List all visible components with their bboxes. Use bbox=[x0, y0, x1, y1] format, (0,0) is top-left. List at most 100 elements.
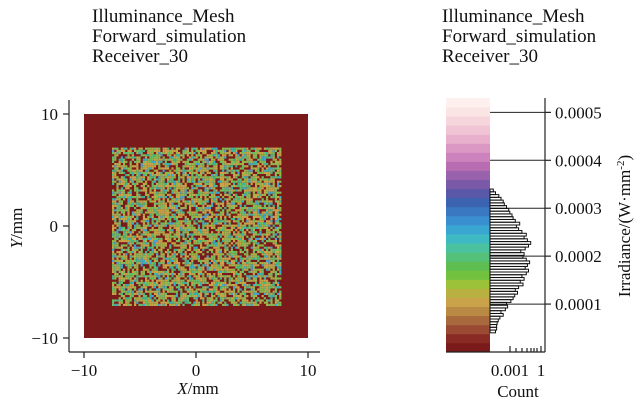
heatmap-cell bbox=[215, 209, 218, 212]
heatmap-cell bbox=[255, 277, 258, 280]
heatmap-cell bbox=[171, 178, 174, 181]
heatmap-cell bbox=[222, 286, 225, 289]
heatmap-cell bbox=[175, 196, 178, 199]
heatmap-cell bbox=[248, 193, 251, 196]
heatmap-cell bbox=[151, 215, 154, 218]
heatmap-cell bbox=[118, 246, 121, 249]
heatmap-cell bbox=[255, 255, 258, 258]
heatmap-cell bbox=[211, 211, 214, 214]
heatmap-cell bbox=[153, 174, 156, 177]
heatmap-cell bbox=[202, 299, 205, 302]
heatmap-cell bbox=[191, 202, 194, 205]
heatmap-cell bbox=[125, 297, 128, 300]
heatmap-cell bbox=[191, 288, 194, 291]
heatmap-cell bbox=[246, 242, 249, 245]
heatmap-cell bbox=[140, 264, 143, 267]
heatmap-cell bbox=[195, 264, 198, 267]
heatmap-cell bbox=[202, 297, 205, 300]
heatmap-cell bbox=[222, 240, 225, 243]
heatmap-cell bbox=[195, 182, 198, 185]
heatmap-cell bbox=[224, 277, 227, 280]
heatmap-cell bbox=[136, 209, 139, 212]
heatmap-cell bbox=[182, 253, 185, 256]
heatmap-cell bbox=[259, 284, 262, 287]
heatmap-cell bbox=[235, 297, 238, 300]
heatmap-cell bbox=[195, 154, 198, 157]
heatmap-cell bbox=[213, 174, 216, 177]
heatmap-cell bbox=[213, 284, 216, 287]
heatmap-cell bbox=[160, 273, 163, 276]
heatmap-cell bbox=[279, 277, 282, 280]
heatmap-cell bbox=[226, 213, 229, 216]
heatmap-cell bbox=[239, 301, 242, 304]
heatmap-cell bbox=[127, 149, 130, 152]
heatmap-cell bbox=[211, 255, 214, 258]
heatmap-cell bbox=[189, 156, 192, 159]
heatmap-cell bbox=[147, 259, 150, 262]
heatmap-cell bbox=[233, 292, 236, 295]
heatmap-cell bbox=[219, 218, 222, 221]
heatmap-cell bbox=[175, 207, 178, 210]
heatmap-cell bbox=[147, 237, 150, 240]
heatmap-cell bbox=[235, 147, 238, 150]
heatmap-cell bbox=[219, 207, 222, 210]
heatmap-cell bbox=[138, 297, 141, 300]
heatmap-cell bbox=[250, 176, 253, 179]
heatmap-cell bbox=[250, 171, 253, 174]
heatmap-cell bbox=[237, 200, 240, 203]
heatmap-cell bbox=[274, 286, 277, 289]
heatmap-cell bbox=[140, 196, 143, 199]
heatmap-cell bbox=[149, 165, 152, 168]
heatmap-cell bbox=[127, 215, 130, 218]
heatmap-cell bbox=[252, 288, 255, 291]
heatmap-cell bbox=[222, 189, 225, 192]
left-y-ticks: 100−10 bbox=[31, 105, 69, 348]
heatmap-cell bbox=[112, 248, 115, 251]
heatmap-cell bbox=[208, 262, 211, 265]
heatmap-cell bbox=[134, 169, 137, 172]
heatmap-cell bbox=[112, 182, 115, 185]
heatmap-cell bbox=[125, 240, 128, 243]
heatmap-cell bbox=[169, 246, 172, 249]
heatmap-cell bbox=[129, 165, 132, 168]
heatmap-cell bbox=[252, 202, 255, 205]
heatmap-cell bbox=[272, 163, 275, 166]
heatmap-cell bbox=[147, 255, 150, 258]
heatmap-cell bbox=[164, 251, 167, 254]
heatmap-cell bbox=[136, 200, 139, 203]
heatmap-cell bbox=[195, 255, 198, 258]
heatmap-cell bbox=[178, 262, 181, 265]
heatmap-cell bbox=[270, 167, 273, 170]
heatmap-cell bbox=[178, 248, 181, 251]
heatmap-cell bbox=[259, 156, 262, 159]
heatmap-cell bbox=[261, 176, 264, 179]
heatmap-cell bbox=[175, 158, 178, 161]
heatmap-cell bbox=[186, 299, 189, 302]
heatmap-cell bbox=[173, 273, 176, 276]
heatmap-cell bbox=[171, 215, 174, 218]
heatmap-cell bbox=[208, 290, 211, 293]
heatmap-cell bbox=[149, 160, 152, 163]
heatmap-cell bbox=[184, 251, 187, 254]
heatmap-cell bbox=[233, 275, 236, 278]
heatmap-cell bbox=[123, 185, 126, 188]
heatmap-cell bbox=[228, 235, 231, 238]
heatmap-cell bbox=[230, 160, 233, 163]
heatmap-cell bbox=[217, 251, 220, 254]
heatmap-cell bbox=[120, 189, 123, 192]
heatmap-cell bbox=[263, 147, 266, 150]
heatmap-cell bbox=[186, 149, 189, 152]
heatmap-cell bbox=[270, 253, 273, 256]
heatmap-cell bbox=[233, 255, 236, 258]
heatmap-cell bbox=[171, 174, 174, 177]
heatmap-cell bbox=[248, 279, 251, 282]
heatmap-cell bbox=[277, 154, 280, 157]
heatmap-cell bbox=[208, 273, 211, 276]
heatmap-cell bbox=[193, 275, 196, 278]
heatmap-cell bbox=[277, 286, 280, 289]
heatmap-cell bbox=[162, 224, 165, 227]
heatmap-cell bbox=[257, 182, 260, 185]
heatmap-cell bbox=[246, 193, 249, 196]
heatmap-cell bbox=[204, 176, 207, 179]
heatmap-cell bbox=[120, 160, 123, 163]
